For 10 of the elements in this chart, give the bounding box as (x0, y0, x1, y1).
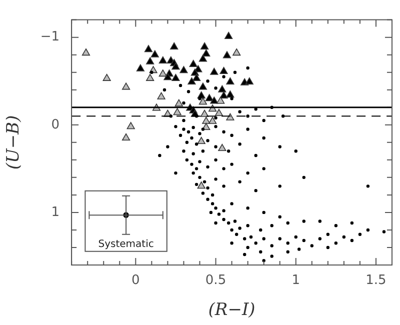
y-tick-label: −1 (40, 30, 60, 45)
x-tick-label: 1 (292, 273, 300, 288)
x-tick-label: 1.5 (366, 273, 386, 288)
y-tick-label: 0 (51, 117, 60, 132)
y-axis-title: (U−B) (4, 115, 24, 170)
y-tick-label: 1 (51, 204, 60, 220)
x-tick-label: 0.5 (205, 273, 226, 288)
text: Systematic (98, 238, 154, 250)
x-axis-title: (R−I) (208, 300, 256, 320)
x-tick-label: 0 (132, 273, 140, 288)
